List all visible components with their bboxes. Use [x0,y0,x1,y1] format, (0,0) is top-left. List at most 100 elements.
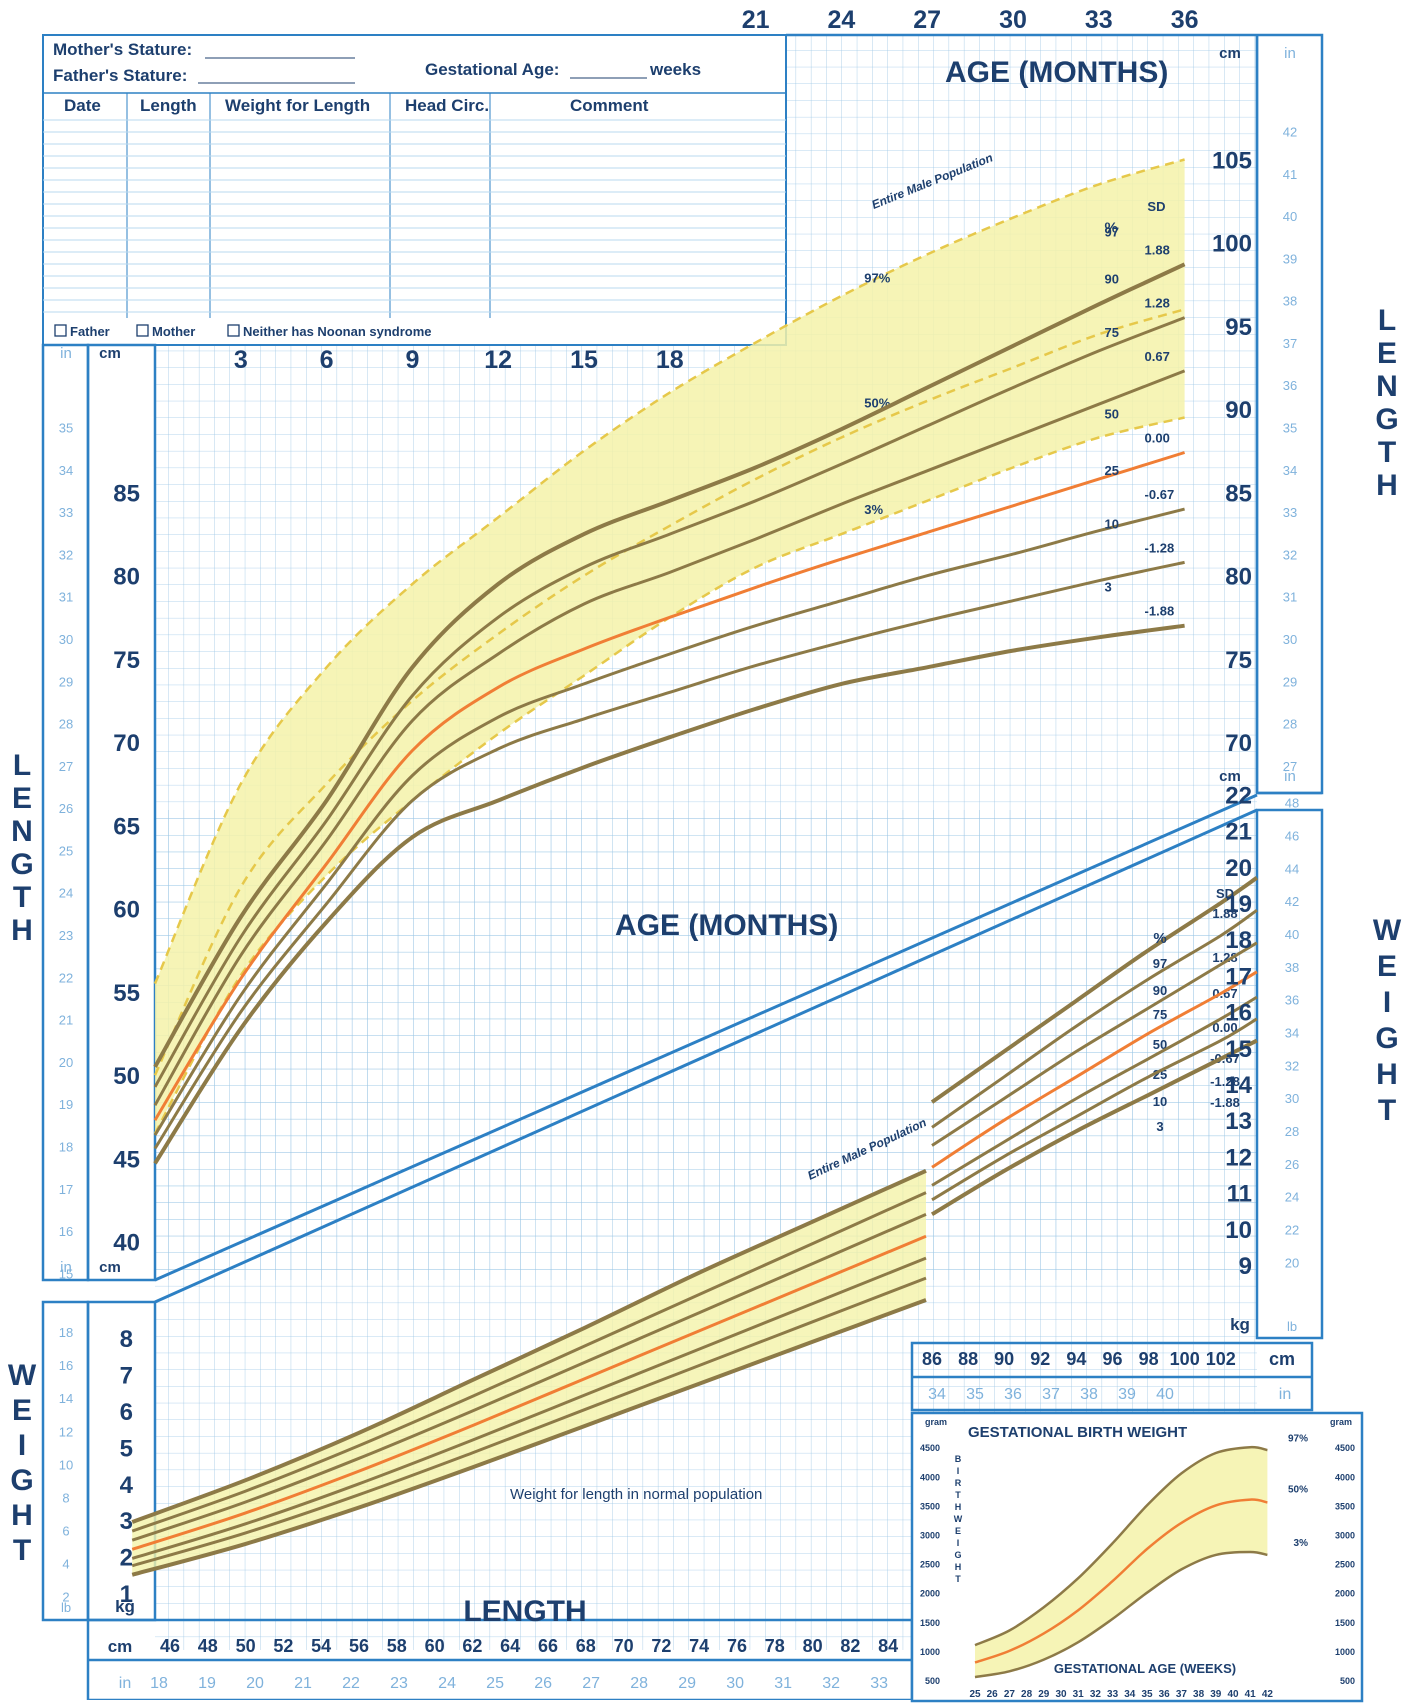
weight-lower-in-28: 28 [630,1675,648,1692]
gest-ylabel-2: R [955,1478,962,1488]
length-left-tick-85: 85 [113,480,140,507]
weight-upper-in-34: 34 [928,1386,946,1403]
weight-lower-in-26: 26 [534,1675,552,1692]
age-tick-3: 3 [234,346,248,374]
gest-ytick-left-4000: 4000 [920,1472,940,1482]
weight-lower-xtick-76: 76 [727,1636,747,1656]
weight-upper-tick-9: 9 [1239,1253,1252,1280]
gest-xtick-40: 40 [1227,1689,1239,1700]
gest-label-0: 97% [1288,1433,1308,1444]
weight-upper-xtick-92: 92 [1030,1349,1050,1369]
form-rows[interactable] [43,93,786,318]
checkbox-label-1: Mother [152,324,195,339]
weight-axis-letter-left-5: T [13,1534,31,1567]
weight-upper-pct-50: 50 [1153,1037,1167,1052]
length-curve-p90 [153,316,1186,1088]
age-tick-21: 21 [742,6,770,34]
gest-ytick-left-3000: 3000 [920,1531,940,1541]
weight-lower-xtick-68: 68 [576,1636,596,1656]
length-in-right-37: 37 [1283,336,1297,351]
weight-lower-lb-16: 16 [59,1358,73,1373]
length-pct-label-25: 25 [1105,463,1119,478]
band-lower-line [153,416,1185,1135]
age-tick-27: 27 [913,6,941,34]
weight-axis-letter-right-0: W [1373,914,1402,947]
gest-xtick-36: 36 [1159,1689,1171,1700]
length-right-tick-105: 105 [1212,147,1252,174]
weight-upper-lb-38: 38 [1285,960,1299,975]
gest-title: GESTATIONAL BIRTH WEIGHT [968,1424,1187,1441]
form-col-1: Length [140,96,197,115]
gest-xtick-34: 34 [1124,1689,1136,1700]
length-in-left-29: 29 [59,674,73,689]
gestational-age-label: Gestational Age: [425,60,559,79]
weight-lower-xtick-50: 50 [236,1636,256,1656]
gest-ylabel-3: T [955,1490,961,1500]
patient-form: Mother's Stature: Father's Stature: Gest… [43,40,786,339]
weight-upper-in-36: 36 [1004,1386,1022,1403]
weight-upper-pct-97: 97 [1153,956,1167,971]
age-tick-36: 36 [1171,6,1199,34]
weight-upper-in-40: 40 [1156,1386,1174,1403]
weight-upper-xtick-86: 86 [922,1349,942,1369]
weight-upper-cm-unit: cm [1269,1349,1295,1369]
weight-axis-letter-right-2: I [1383,986,1391,1019]
form-col-4: Comment [570,96,649,115]
gest-ylabel-1: I [957,1466,960,1476]
length-axis-letter-left-0: L [13,749,31,782]
gest-xtick-35: 35 [1141,1689,1153,1700]
checkbox-label-2: Neither has Noonan syndrome [243,324,432,339]
gest-ytick-left-3500: 3500 [920,1501,940,1511]
weight-upper-curve-p3 [930,1038,1258,1217]
length-axis-letter-left-1: E [12,782,32,815]
weight-upper-tick-14: 14 [1225,1072,1252,1099]
weight-upper-tick-22: 22 [1225,782,1252,809]
length-in-left-20: 20 [59,1055,73,1070]
length-in-left-15: 15 [59,1266,73,1281]
weight-upper-curve-p50 [931,970,1258,1169]
weight-upper-lb-44: 44 [1285,861,1299,876]
age-tick-24: 24 [827,6,855,34]
weight-upper-tick-21: 21 [1225,819,1252,846]
weight-upper-in-38: 38 [1080,1386,1098,1403]
length-in-right-32: 32 [1283,547,1297,562]
weight-lower-curve-p50 [131,1234,927,1551]
length-left-tick-75: 75 [113,647,140,674]
gest-unit-right: gram [1330,1417,1352,1427]
weight-lower-lb-8: 8 [62,1490,69,1505]
length-pct-label-75: 75 [1105,325,1119,340]
length-unit-6: cm [1219,768,1241,785]
weight-upper-lb-46: 46 [1285,828,1299,843]
weight-lower-xtick-62: 62 [462,1636,482,1656]
weight-lower-curve-p10 [131,1276,927,1568]
age-tick-12: 12 [484,346,512,374]
length-in-left-35: 35 [59,421,73,436]
gest-xtick-38: 38 [1193,1689,1205,1700]
weight-upper-kg-unit: kg [1230,1315,1250,1334]
weight-lower-lb-18: 18 [59,1325,73,1340]
gest-xtick-27: 27 [1004,1689,1016,1700]
form-col-3: Head Circ. [405,96,489,115]
gest-ylabel-10: T [955,1574,961,1584]
weight-upper-lb-30: 30 [1285,1091,1299,1106]
gest-ylabel-5: W [954,1514,963,1524]
gest-curve-2 [974,1550,1268,1679]
length-in-left-26: 26 [59,801,73,816]
gest-label-2: 3% [1294,1538,1309,1549]
weight-lower-in-20: 20 [246,1675,264,1692]
length-sd-header: SD [1147,199,1165,214]
weight-axis-letter-left-1: E [12,1394,32,1427]
checkbox-label-0: Father [70,324,110,339]
gest-ytick-right-3000: 3000 [1335,1531,1355,1541]
weight-lower-in-29: 29 [678,1675,696,1692]
length-left-tick-80: 80 [113,564,140,591]
age-tick-6: 6 [320,346,334,374]
length-axis-title-bottom: LENGTH [463,1595,586,1628]
length-pct-header: % [1105,220,1118,237]
form-checkboxes[interactable]: Father Mother Neither has Noonan syndrome [54,324,432,339]
length-curve-p97 [153,262,1186,1068]
gest-ylabel-8: G [954,1550,961,1560]
gest-curve-1 [974,1498,1268,1664]
length-pct-label-10: 10 [1105,516,1119,531]
